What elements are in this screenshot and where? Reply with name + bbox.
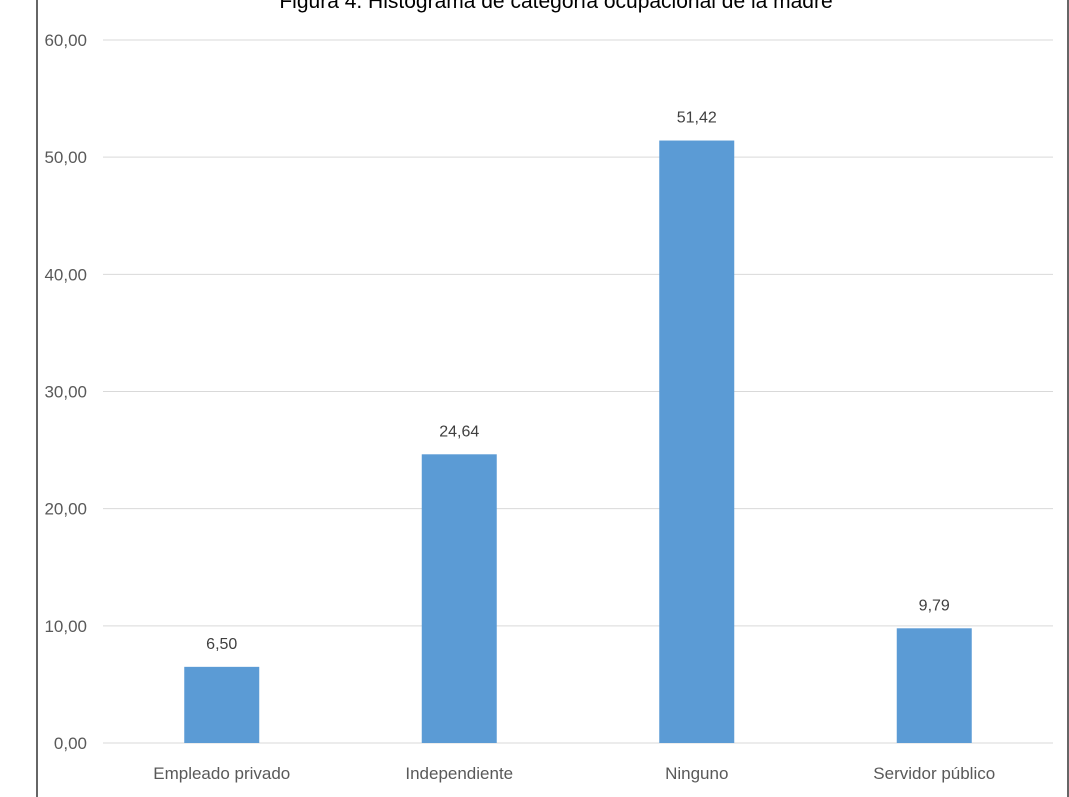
- bar: [184, 666, 260, 743]
- y-tick-label: 10,00: [44, 617, 87, 636]
- y-tick-label: 30,00: [44, 383, 87, 402]
- y-tick-label: 20,00: [44, 500, 87, 519]
- y-axis-ticks: 0,00 10,00 20,00 30,00 40,00 50,00 60,00: [44, 31, 87, 753]
- bars: [184, 140, 972, 744]
- y-tick-label: 60,00: [44, 31, 87, 50]
- data-label: 24,64: [439, 423, 479, 440]
- data-labels: 6,50 24,64 51,42 9,79: [206, 110, 950, 653]
- category-label: Empleado privado: [153, 764, 290, 783]
- chart-title: Figura 4. Histograma de categoría ocupac…: [279, 0, 832, 13]
- bar: [896, 628, 972, 743]
- data-label: 51,42: [677, 110, 717, 127]
- category-label: Servidor público: [873, 764, 995, 783]
- category-label: Ninguno: [665, 764, 728, 783]
- gridlines: [103, 39, 1053, 744]
- x-axis-categories: Empleado privado Independiente Ninguno Serv…: [153, 764, 995, 783]
- y-tick-label: 40,00: [44, 265, 87, 284]
- category-label: Independiente: [405, 764, 513, 783]
- y-tick-label: 0,00: [54, 734, 87, 753]
- data-label: 9,79: [919, 597, 950, 614]
- bar: [421, 454, 497, 743]
- bar: [659, 140, 735, 744]
- data-label: 6,50: [206, 636, 237, 653]
- y-tick-label: 50,00: [44, 148, 87, 167]
